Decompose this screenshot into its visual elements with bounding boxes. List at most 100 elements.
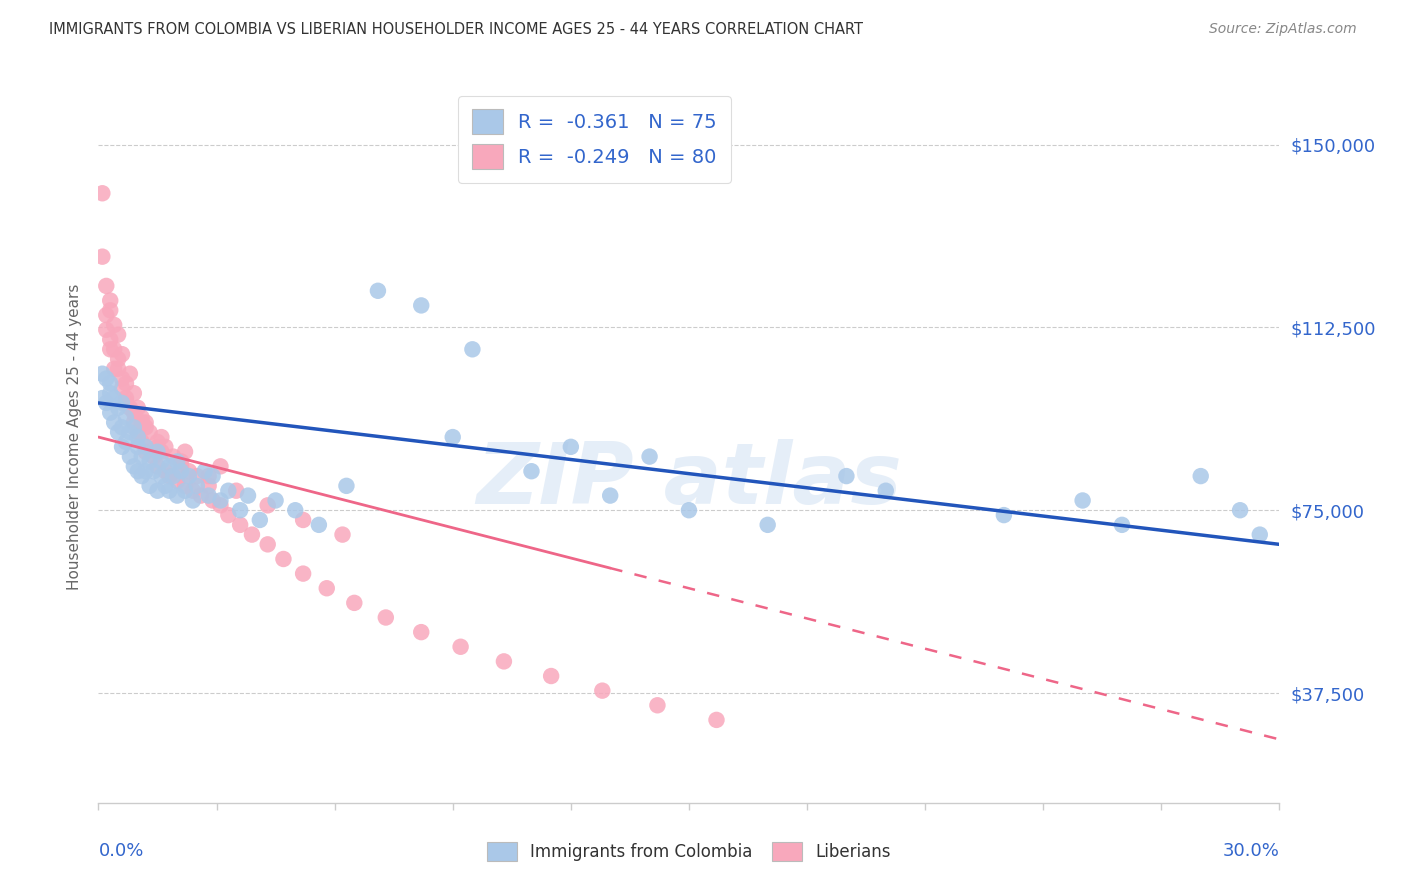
Point (155, 479, 177, 493)
Point (118, 401, 141, 415)
Point (256, 499, 278, 513)
Point (1249, 527, 1271, 541)
Point (138, 425, 160, 440)
Point (1111, 517, 1133, 532)
Point (374, 610, 396, 624)
Point (122, 386, 145, 401)
Point (98, 376, 121, 391)
Point (520, 464, 543, 478)
Point (131, 469, 153, 483)
Point (190, 489, 212, 503)
Point (103, 391, 125, 405)
Point (131, 410, 153, 425)
Point (411, 625, 433, 640)
Point (540, 669, 562, 683)
Text: 30.0%: 30.0% (1223, 842, 1279, 860)
Point (411, 298, 433, 312)
Point (96, 279, 118, 293)
Point (194, 464, 217, 478)
Point (96, 371, 118, 385)
Point (142, 450, 165, 464)
Point (197, 489, 219, 503)
Point (186, 469, 208, 483)
Point (181, 483, 204, 498)
Point (647, 698, 669, 713)
Point (292, 513, 315, 527)
Point (127, 401, 149, 415)
Point (835, 469, 858, 483)
Point (240, 527, 263, 541)
Point (217, 483, 239, 498)
Point (142, 464, 165, 478)
Point (591, 683, 613, 698)
Point (138, 479, 160, 493)
Point (170, 459, 193, 474)
Point (162, 450, 184, 464)
Point (98, 406, 121, 420)
Point (103, 416, 125, 430)
Point (335, 479, 357, 493)
Point (166, 454, 188, 468)
Point (107, 327, 129, 342)
Point (135, 416, 157, 430)
Point (150, 444, 173, 458)
Point (127, 425, 149, 440)
Y-axis label: Householder Income Ages 25 - 44 years: Householder Income Ages 25 - 44 years (66, 284, 82, 591)
Point (343, 596, 366, 610)
Point (229, 503, 252, 517)
Point (209, 499, 232, 513)
Point (131, 416, 153, 430)
Point (599, 489, 621, 503)
Point (1189, 469, 1212, 483)
Point (115, 391, 138, 405)
Point (107, 401, 129, 415)
Point (273, 552, 295, 566)
Point (111, 347, 134, 361)
Point (103, 318, 125, 332)
Point (201, 469, 224, 483)
Point (122, 459, 145, 474)
Point (111, 396, 134, 410)
Point (249, 513, 271, 527)
Point (135, 440, 157, 454)
Point (264, 493, 287, 508)
Point (209, 493, 232, 508)
Point (107, 352, 129, 367)
Point (450, 640, 472, 654)
Point (150, 430, 173, 444)
Point (209, 459, 232, 474)
Point (217, 508, 239, 522)
Point (441, 430, 464, 444)
Point (127, 464, 149, 478)
Point (256, 537, 278, 551)
Point (122, 420, 145, 434)
Point (131, 450, 153, 464)
Point (177, 464, 200, 478)
Point (560, 440, 582, 454)
Point (157, 469, 180, 483)
Point (186, 479, 208, 493)
Point (315, 581, 337, 595)
Point (122, 416, 145, 430)
Point (146, 483, 169, 498)
Point (91, 391, 114, 405)
Point (367, 284, 389, 298)
Text: Source: ZipAtlas.com: Source: ZipAtlas.com (1209, 22, 1357, 37)
Point (107, 425, 129, 440)
Point (157, 483, 180, 498)
Point (146, 444, 169, 458)
Point (284, 503, 307, 517)
Point (236, 489, 259, 503)
Point (308, 517, 330, 532)
Point (993, 508, 1015, 522)
Legend: Immigrants from Colombia, Liberians: Immigrants from Colombia, Liberians (479, 835, 898, 868)
Point (197, 469, 219, 483)
Point (170, 464, 193, 478)
Point (111, 420, 134, 434)
Point (107, 361, 129, 376)
Point (155, 440, 177, 454)
Point (174, 444, 197, 458)
Point (98, 333, 121, 347)
Text: ZIP atlas: ZIP atlas (477, 440, 901, 523)
Point (174, 483, 197, 498)
